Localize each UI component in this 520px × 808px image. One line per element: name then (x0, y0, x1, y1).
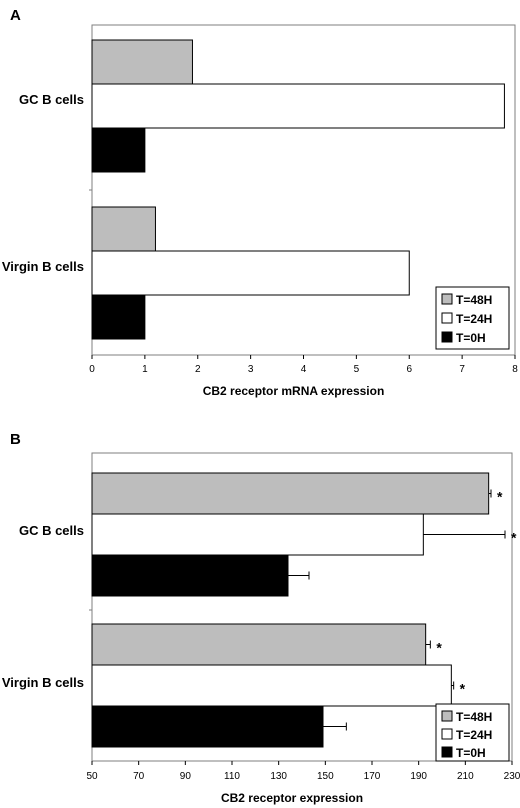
legend-label: T=48H (456, 293, 492, 307)
chart-panel-b: B * * GC B cells * * Virgin B cells 50 70 90 110 13… (2, 431, 520, 805)
x-tick-label: 6 (406, 364, 412, 375)
bar-t24h-gc-b-cells (91, 83, 505, 129)
bar-t48h-virgin-b-cells (91, 623, 427, 666)
legend-label: T=48H (456, 710, 492, 724)
x-tick-label: 230 (504, 771, 520, 782)
x-tick-label: 70 (133, 771, 145, 782)
bar-t48h-gc-b-cells (91, 472, 490, 515)
category-label: Virgin B cells (2, 675, 84, 690)
legend-swatch (441, 331, 453, 343)
bar-t24h-gc-b-cells (91, 513, 424, 556)
x-tick-label: 170 (364, 771, 381, 782)
category-label: Virgin B cells (2, 259, 84, 274)
panel-label: A (10, 7, 21, 24)
legend-swatch (441, 728, 453, 740)
x-tick-label: 110 (224, 771, 240, 782)
x-tick-label: 50 (86, 771, 98, 782)
x-tick-label: 130 (270, 771, 287, 782)
x-axis-title: CB2 receptor expression (221, 791, 363, 805)
significance-marker: * (460, 681, 466, 697)
significance-marker: * (511, 530, 517, 546)
x-tick-label: 3 (248, 364, 254, 375)
bar-t48h-gc-b-cells (91, 39, 193, 85)
x-tick-label: 190 (410, 771, 427, 782)
chart-panel-a: A GC B cells Virgin B cells 0 1 2 3 4 5 6 7 8 CB2 re… (2, 7, 518, 398)
category-label: GC B cells (19, 92, 84, 107)
panel-label: B (10, 431, 21, 448)
legend-label: T=0H (456, 331, 486, 345)
x-tick-label: 0 (89, 364, 95, 375)
x-tick-label: 8 (512, 364, 518, 375)
x-tick-label: 7 (459, 364, 465, 375)
x-axis-title: CB2 receptor mRNA expression (203, 384, 385, 398)
x-tick-label: 5 (354, 364, 360, 375)
legend-swatch (441, 312, 453, 324)
legend-label: T=0H (456, 746, 486, 760)
significance-marker: * (497, 489, 503, 505)
plot-frame (91, 452, 513, 762)
bar-t0h-virgin-b-cells (91, 705, 324, 748)
category-label: GC B cells (19, 523, 84, 538)
legend-label: T=24H (456, 312, 492, 326)
x-tick-label: 150 (317, 771, 334, 782)
x-tick-label: 2 (195, 364, 201, 375)
bar-t0h-gc-b-cells (91, 554, 289, 597)
legend-swatch (441, 746, 453, 758)
bar-t0h-gc-b-cells (91, 127, 146, 173)
bar-t0h-virgin-b-cells (91, 294, 146, 340)
legend-label: T=24H (456, 728, 492, 742)
legend-swatch (441, 710, 453, 722)
legend: T=48H T=24H T=0H (435, 703, 510, 762)
bar-t24h-virgin-b-cells (91, 250, 410, 296)
x-tick-label: 90 (180, 771, 192, 782)
bar-t48h-virgin-b-cells (91, 206, 156, 252)
x-tick-label: 4 (301, 364, 307, 375)
x-tick-label: 1 (142, 364, 148, 375)
legend: T=48H T=24H T=0H (435, 286, 510, 350)
bar-t24h-virgin-b-cells (91, 664, 452, 707)
x-tick-label: 210 (457, 771, 474, 782)
legend-swatch (441, 293, 453, 305)
significance-marker: * (436, 640, 442, 656)
